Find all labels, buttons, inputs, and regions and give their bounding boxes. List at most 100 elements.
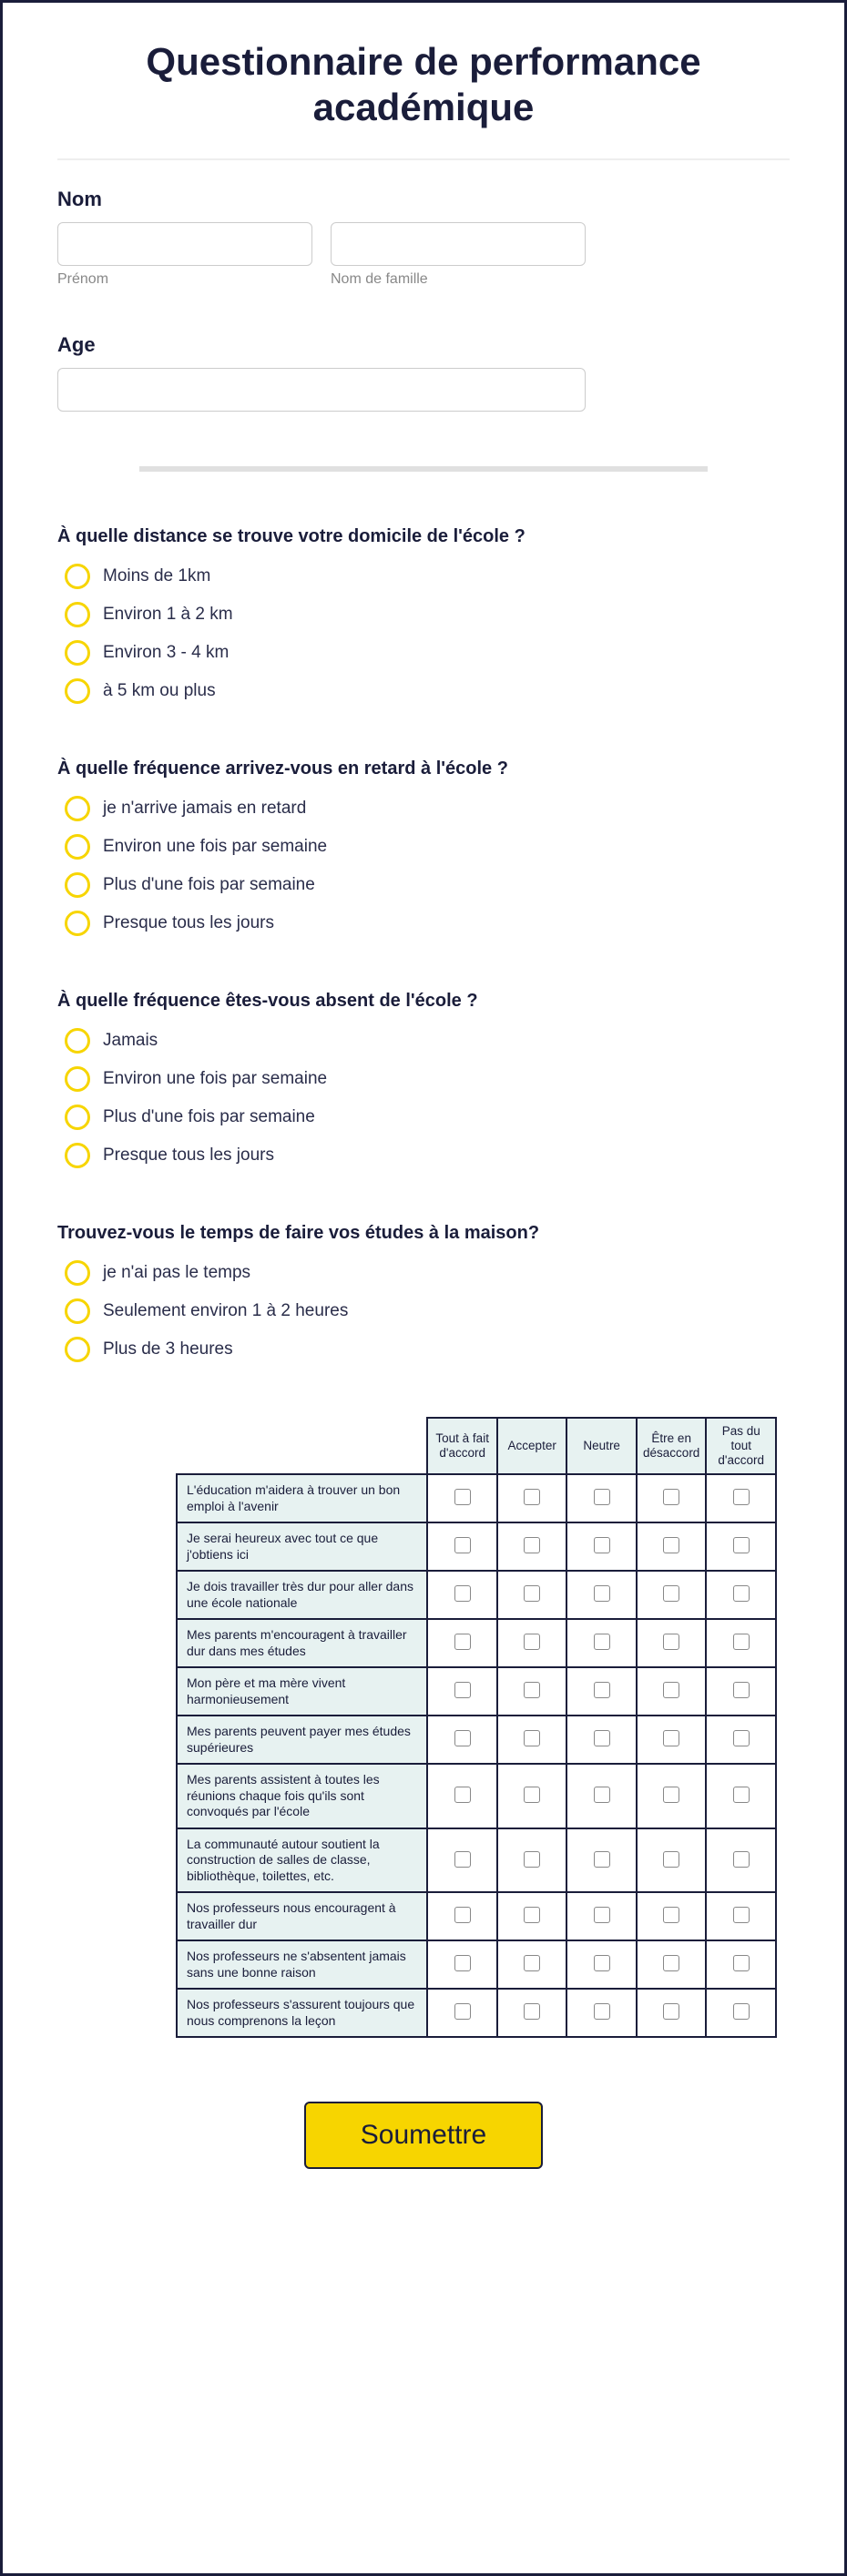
likert-cell[interactable]: [497, 1940, 567, 1989]
likert-cell[interactable]: [706, 1667, 776, 1716]
likert-cell[interactable]: [706, 1571, 776, 1619]
likert-cell[interactable]: [566, 1474, 637, 1522]
radio-option[interactable]: je n'arrive jamais en retard: [57, 796, 790, 821]
radio-option[interactable]: Environ 1 à 2 km: [57, 602, 790, 627]
last-name-input[interactable]: [331, 222, 586, 266]
radio-label: je n'arrive jamais en retard: [103, 799, 306, 819]
likert-cell[interactable]: [566, 1764, 637, 1828]
likert-cell[interactable]: [427, 1522, 497, 1571]
first-name-input[interactable]: [57, 222, 312, 266]
questions-container: À quelle distance se trouve votre domici…: [57, 526, 790, 1362]
likert-cell[interactable]: [637, 1989, 707, 2037]
likert-cell[interactable]: [497, 1667, 567, 1716]
first-name-caption: Prénom: [57, 271, 312, 288]
radio-option[interactable]: Environ une fois par semaine: [57, 1066, 790, 1092]
likert-cell[interactable]: [706, 1764, 776, 1828]
age-input[interactable]: [57, 368, 586, 412]
radio-option[interactable]: Plus d'une fois par semaine: [57, 872, 790, 898]
radio-option[interactable]: Jamais: [57, 1028, 790, 1054]
likert-cell[interactable]: [637, 1940, 707, 1989]
radio-option[interactable]: je n'ai pas le temps: [57, 1260, 790, 1286]
radio-icon: [65, 872, 90, 898]
radio-label: Plus d'une fois par semaine: [103, 1107, 315, 1127]
likert-cell[interactable]: [497, 1716, 567, 1764]
likert-cell[interactable]: [637, 1764, 707, 1828]
likert-cell[interactable]: [706, 1989, 776, 2037]
checkbox-icon: [524, 1585, 540, 1602]
likert-cell[interactable]: [497, 1892, 567, 1940]
likert-cell[interactable]: [566, 1571, 637, 1619]
likert-cell[interactable]: [706, 1619, 776, 1667]
likert-cell[interactable]: [497, 1522, 567, 1571]
radio-option[interactable]: Presque tous les jours: [57, 1143, 790, 1168]
radio-label: je n'ai pas le temps: [103, 1263, 250, 1283]
checkbox-icon: [454, 1851, 471, 1868]
likert-row-header: La communauté autour soutient la constru…: [177, 1828, 427, 1893]
likert-cell[interactable]: [637, 1474, 707, 1522]
likert-cell[interactable]: [427, 1474, 497, 1522]
likert-cell[interactable]: [427, 1892, 497, 1940]
likert-table: Tout à fait d'accordAccepterNeutreÊtre e…: [176, 1417, 777, 2039]
likert-row-header: Nos professeurs ne s'absentent jamais sa…: [177, 1940, 427, 1989]
likert-cell[interactable]: [637, 1716, 707, 1764]
likert-cell[interactable]: [706, 1474, 776, 1522]
radio-option[interactable]: à 5 km ou plus: [57, 678, 790, 704]
radio-icon: [65, 1298, 90, 1324]
last-name-caption: Nom de famille: [331, 271, 586, 288]
likert-cell[interactable]: [637, 1619, 707, 1667]
likert-cell[interactable]: [497, 1619, 567, 1667]
likert-cell[interactable]: [706, 1828, 776, 1893]
likert-cell[interactable]: [637, 1571, 707, 1619]
likert-cell[interactable]: [427, 1989, 497, 2037]
likert-cell[interactable]: [637, 1892, 707, 1940]
likert-cell[interactable]: [706, 1522, 776, 1571]
likert-cell[interactable]: [566, 1940, 637, 1989]
likert-cell[interactable]: [706, 1716, 776, 1764]
radio-label: Seulement environ 1 à 2 heures: [103, 1301, 348, 1321]
likert-cell[interactable]: [497, 1764, 567, 1828]
likert-cell[interactable]: [497, 1474, 567, 1522]
likert-cell[interactable]: [566, 1828, 637, 1893]
checkbox-icon: [594, 1851, 610, 1868]
likert-cell[interactable]: [566, 1716, 637, 1764]
likert-cell[interactable]: [427, 1940, 497, 1989]
likert-cell[interactable]: [637, 1828, 707, 1893]
likert-cell[interactable]: [566, 1989, 637, 2037]
likert-cell[interactable]: [427, 1619, 497, 1667]
checkbox-icon: [594, 1537, 610, 1553]
likert-cell[interactable]: [566, 1667, 637, 1716]
likert-cell[interactable]: [706, 1892, 776, 1940]
radio-option[interactable]: Presque tous les jours: [57, 911, 790, 936]
radio-label: Environ 1 à 2 km: [103, 605, 233, 625]
radio-icon: [65, 1028, 90, 1054]
radio-option[interactable]: Environ une fois par semaine: [57, 834, 790, 860]
radio-icon: [65, 796, 90, 821]
likert-cell[interactable]: [566, 1522, 637, 1571]
likert-cell[interactable]: [566, 1892, 637, 1940]
likert-row-header: Nos professeurs s'assurent toujours que …: [177, 1989, 427, 2037]
radio-option[interactable]: Seulement environ 1 à 2 heures: [57, 1298, 790, 1324]
radio-icon: [65, 602, 90, 627]
checkbox-icon: [454, 1730, 471, 1746]
likert-cell[interactable]: [427, 1828, 497, 1893]
radio-icon: [65, 834, 90, 860]
age-section: Age: [57, 333, 790, 412]
radio-label: Moins de 1km: [103, 566, 210, 586]
likert-cell[interactable]: [427, 1571, 497, 1619]
likert-cell[interactable]: [497, 1571, 567, 1619]
likert-cell[interactable]: [637, 1522, 707, 1571]
likert-cell[interactable]: [427, 1716, 497, 1764]
radio-option[interactable]: Environ 3 - 4 km: [57, 640, 790, 666]
radio-option[interactable]: Plus de 3 heures: [57, 1337, 790, 1362]
radio-option[interactable]: Moins de 1km: [57, 564, 790, 589]
submit-button[interactable]: Soumettre: [304, 2102, 543, 2169]
checkbox-icon: [733, 2003, 750, 2020]
likert-cell[interactable]: [706, 1940, 776, 1989]
likert-cell[interactable]: [427, 1764, 497, 1828]
likert-cell[interactable]: [566, 1619, 637, 1667]
likert-cell[interactable]: [637, 1667, 707, 1716]
likert-cell[interactable]: [497, 1828, 567, 1893]
likert-cell[interactable]: [427, 1667, 497, 1716]
likert-cell[interactable]: [497, 1989, 567, 2037]
radio-option[interactable]: Plus d'une fois par semaine: [57, 1105, 790, 1130]
